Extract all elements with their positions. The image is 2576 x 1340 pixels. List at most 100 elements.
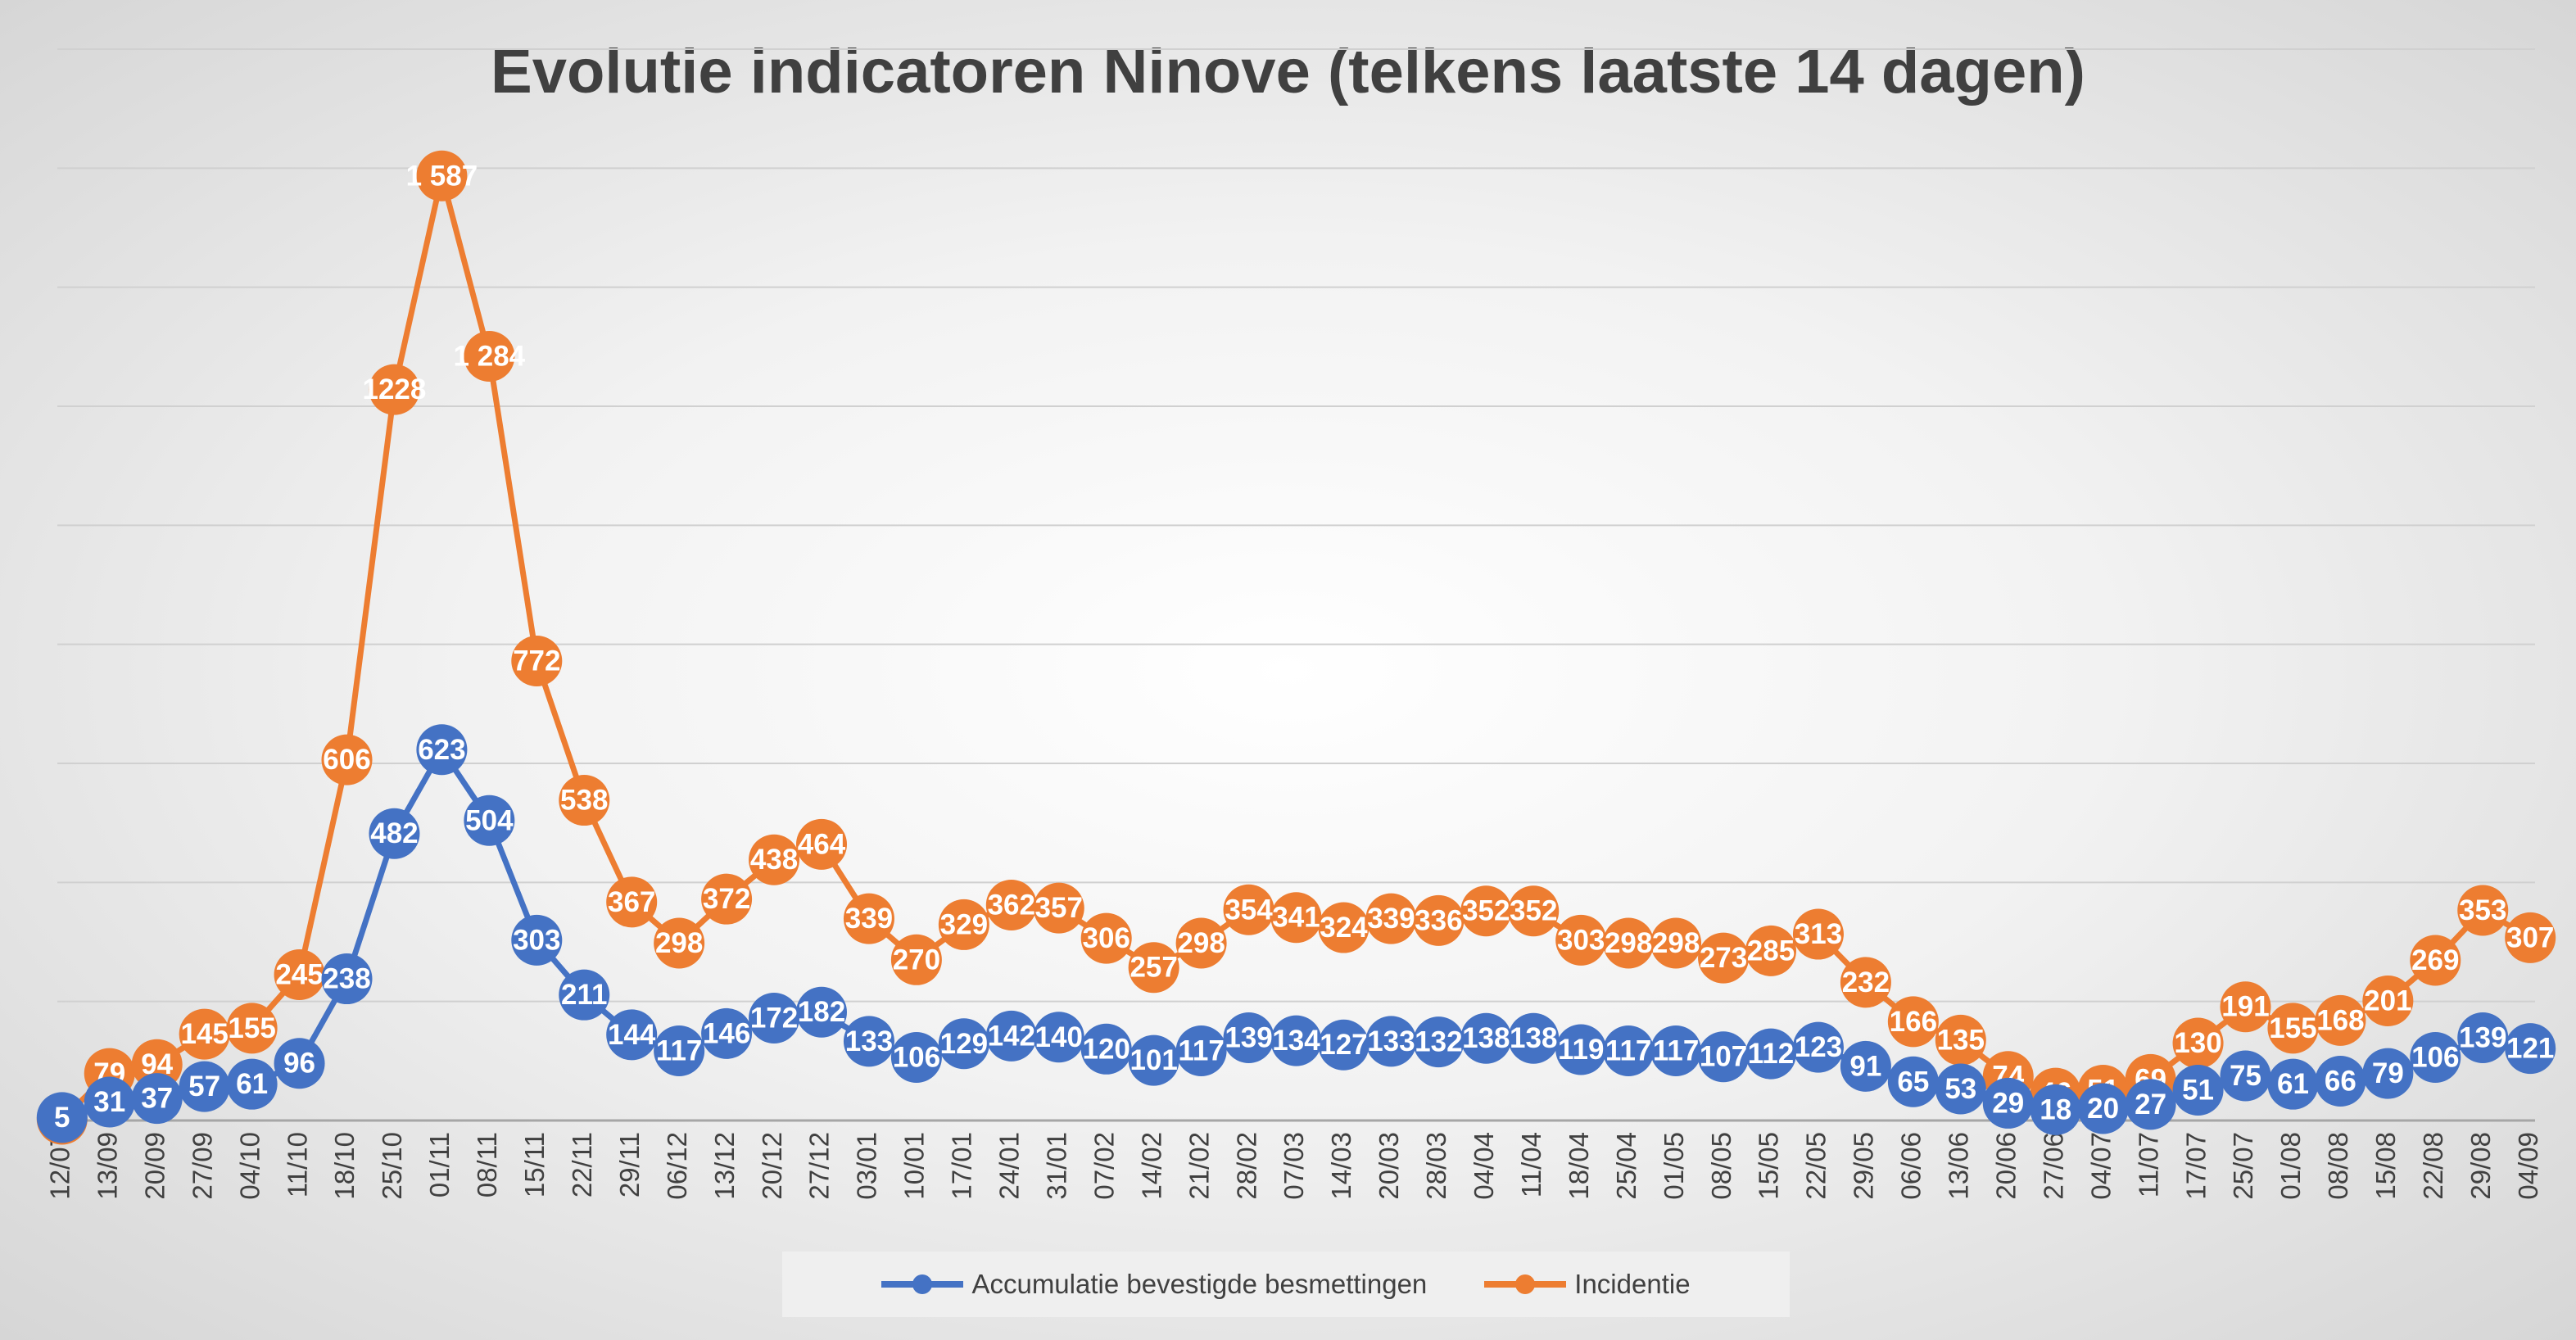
data-point [1603, 917, 1655, 969]
data-point [606, 1009, 658, 1061]
data-label: 51 [2182, 1074, 2214, 1106]
x-tick-label: 13/06 [1944, 1132, 1974, 1200]
data-label: 31 [93, 1086, 125, 1118]
data-point [2410, 1031, 2461, 1083]
data-point [1175, 917, 1227, 969]
data-label: 270 [893, 944, 940, 976]
data-label: 273 [1700, 942, 1747, 974]
data-label: 172 [750, 1003, 798, 1034]
data-label: 130 [2174, 1027, 2221, 1059]
x-tick-label: 04/07 [2085, 1132, 2116, 1200]
data-label: 37 [141, 1083, 173, 1115]
data-point [369, 808, 420, 859]
data-label: 117 [1653, 1034, 1699, 1066]
data-label: 133 [845, 1025, 893, 1057]
data-point [274, 948, 325, 1000]
data-label: 298 [655, 927, 703, 959]
data-point [2362, 1048, 2414, 1099]
data-point [2315, 1056, 2366, 1107]
data-label: 144 [608, 1019, 656, 1051]
x-tick-label: 10/01 [899, 1132, 930, 1200]
legend-label-accumulatie: Accumulatie bevestigde besmettingen [971, 1269, 1428, 1299]
data-label: 1228 [363, 373, 427, 405]
x-tick-label: 18/10 [329, 1132, 360, 1200]
data-point [1223, 1012, 1274, 1063]
data-point [2410, 935, 2461, 986]
data-point [2315, 994, 2366, 1046]
x-tick-label: 04/10 [234, 1132, 265, 1200]
data-label: 79 [2372, 1057, 2404, 1089]
data-point [179, 1061, 230, 1112]
data-label: 117 [1605, 1034, 1651, 1066]
data-label: 1 284 [454, 340, 526, 372]
data-point [1698, 932, 1750, 984]
data-point [321, 953, 373, 1005]
data-label: 623 [418, 734, 465, 766]
data-label: 324 [1320, 912, 1368, 944]
data-label: 75 [2230, 1060, 2261, 1092]
data-label: 339 [1367, 903, 1415, 935]
x-tick-label: 25/07 [2228, 1132, 2258, 1200]
data-point [795, 986, 847, 1038]
data-point [416, 150, 468, 201]
data-label: 132 [1415, 1026, 1462, 1058]
data-point [131, 1073, 183, 1125]
data-label: 119 [1558, 1034, 1604, 1066]
data-label: 142 [988, 1020, 1035, 1052]
x-tick-label: 20/06 [1990, 1132, 2021, 1200]
data-label: 357 [1035, 892, 1083, 924]
data-label: 313 [1795, 918, 1842, 950]
legend: Accumulatie bevestigde besmettingen Inci… [782, 1252, 1790, 1317]
data-point [1555, 1024, 1607, 1075]
data-label: 354 [1225, 894, 1273, 926]
data-point [843, 893, 894, 944]
data-point [1555, 914, 1607, 966]
data-label: 1 587 [406, 160, 478, 192]
data-point [1840, 957, 1891, 1008]
data-point [1270, 892, 1322, 944]
x-tick-label: 20/03 [1374, 1132, 1404, 1200]
data-point [1318, 1019, 1369, 1071]
data-point [1080, 1023, 1132, 1075]
legend-swatch-accumulatie [881, 1274, 964, 1294]
data-label: 96 [283, 1048, 315, 1080]
data-label: 303 [1557, 924, 1605, 956]
data-label: 117 [656, 1034, 702, 1066]
data-point [749, 834, 800, 885]
data-label: 134 [1272, 1025, 1320, 1057]
data-point [985, 879, 1037, 930]
data-point [701, 873, 753, 925]
x-tick-label: 01/08 [2275, 1132, 2306, 1200]
x-tick-label: 28/02 [1231, 1132, 1261, 1200]
data-label: 538 [560, 785, 608, 817]
x-tick-label: 27/06 [2038, 1132, 2068, 1200]
data-point [1128, 942, 1179, 994]
data-point [1413, 894, 1465, 946]
data-point [1792, 1021, 1844, 1073]
data-label: 372 [703, 883, 750, 915]
x-tick-label: 29/11 [614, 1132, 645, 1197]
x-tick-label: 17/01 [947, 1132, 977, 1200]
data-label: 101 [1130, 1044, 1177, 1076]
data-label: 112 [1748, 1038, 1794, 1070]
x-tick-label: 06/12 [662, 1132, 692, 1200]
data-label: 20 [2087, 1093, 2119, 1125]
data-point [1318, 902, 1369, 953]
data-point [2362, 975, 2414, 1026]
data-label: 127 [1320, 1029, 1367, 1061]
x-tick-label: 13/09 [92, 1132, 122, 1200]
x-tick-label: 08/08 [2323, 1132, 2353, 1200]
x-tick-label: 04/09 [2513, 1132, 2543, 1200]
legend-item-accumulatie: Accumulatie bevestigde besmettingen [881, 1269, 1427, 1300]
data-label: 245 [275, 958, 323, 990]
x-tick-label: 17/07 [2180, 1132, 2211, 1200]
data-point [1840, 1040, 1891, 1092]
data-point [1460, 1012, 1512, 1064]
x-tick-label: 24/01 [994, 1132, 1025, 1200]
data-point [1033, 882, 1084, 934]
x-tick-label: 15/08 [2370, 1132, 2401, 1200]
data-label: 504 [465, 804, 514, 836]
data-label: 257 [1130, 952, 1177, 984]
data-point [84, 1076, 135, 1128]
data-point [2505, 912, 2556, 963]
